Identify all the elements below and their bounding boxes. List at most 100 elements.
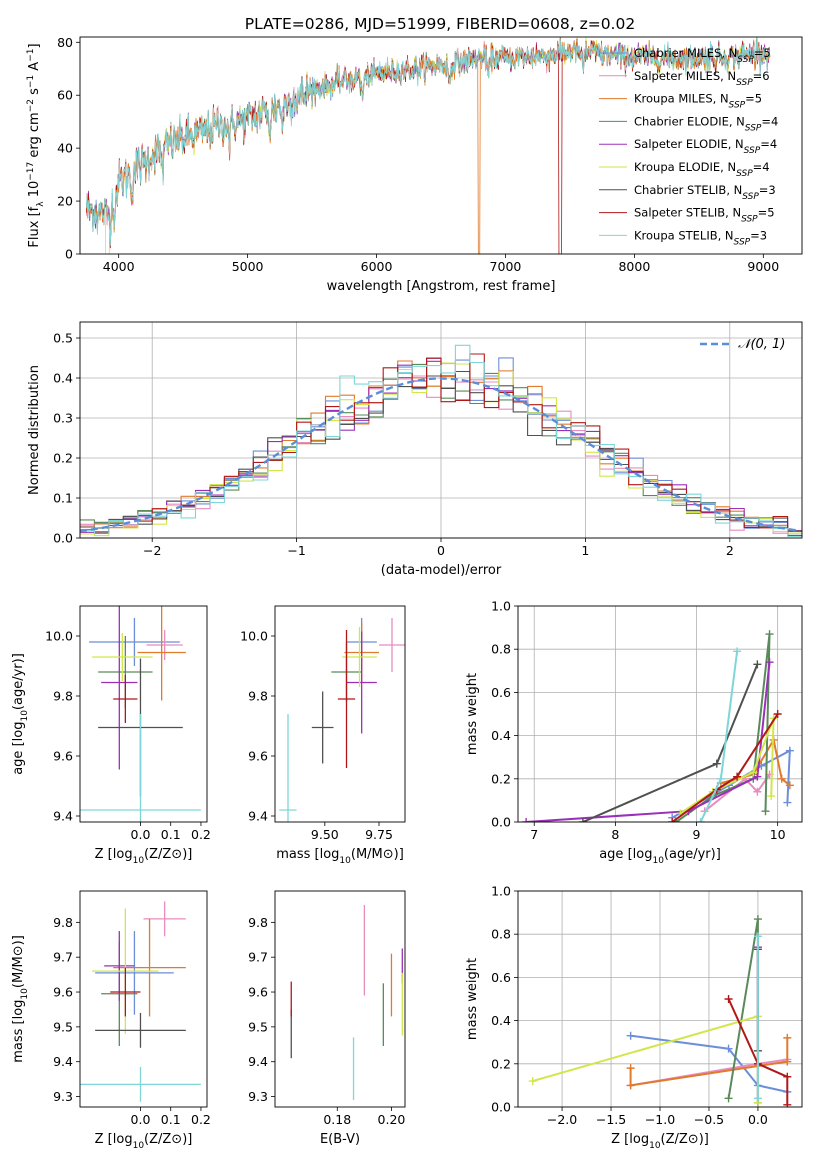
legend-label-salpeter-miles-part: =6: [753, 69, 770, 83]
legend-label-salpeter-stelib-part: Salpeter STELIB, N: [634, 206, 741, 220]
y-axis-label-part: λ: [36, 201, 46, 207]
weight-marker-chabrier-elodie: [765, 630, 774, 639]
legend-label-kroupa-stelib-part: Kroupa STELIB, N: [634, 228, 734, 242]
x-tick-label: 5000: [232, 259, 264, 274]
y-tick-label: 0: [65, 247, 73, 262]
y-tick-label: 80: [57, 35, 73, 50]
y-axis-label-part: log: [11, 1000, 26, 1020]
plot-area-z-age: [80, 606, 201, 822]
weight-marker-salpeter-stelib: [733, 772, 742, 781]
legend-label-chabrier-miles-part: =5: [754, 46, 771, 60]
x-tick-label: 6000: [361, 259, 393, 274]
y-axis-label-part: −1: [26, 75, 36, 88]
weight-marker-kroupa-stelib: [753, 1094, 762, 1103]
axes-z-age: 0.0 0.1 0.29.49.69.810.0Z [log10(Z/Z⊙)]age…: [11, 605, 211, 866]
y-axis-label-part: −2: [26, 99, 36, 112]
weight-marker-chabrier-miles: [783, 798, 792, 807]
y-tick-label: 0.6: [491, 970, 511, 985]
y-tick-label: 20: [57, 194, 73, 209]
x-axis-label: Z [log10(Z/Z⊙)]: [95, 1132, 193, 1151]
axes-spectrum: 4000 5000 6000 7000 8000 9000 0 20 40 60 80 wavelen…: [26, 35, 803, 294]
y-tick-label: 40: [57, 141, 73, 156]
y-axis-label-part: 10: [27, 181, 42, 202]
y-axis-label-part: mass weight: [465, 958, 480, 1040]
x-axis-label-part: wavelength [Angstrom, rest frame]: [327, 279, 556, 294]
x-axis-label-part: log: [113, 1132, 133, 1147]
x-axis-label-part: log: [320, 847, 340, 862]
y-tick-label: 10.0: [45, 629, 73, 644]
x-axis-label-part: (Z/Z⊙)]: [661, 1132, 709, 1147]
x-axis-label-part: E(B-V): [320, 1132, 360, 1147]
y-tick-label: 9.8: [248, 689, 268, 704]
legend-label-chabrier-elodie-part: =4: [761, 114, 778, 128]
y-axis-label-part: Normed distribution: [27, 365, 42, 495]
x-tick-label: 9000: [747, 259, 779, 274]
x-axis-label-part: (data-model)/error: [381, 563, 502, 578]
y-tick-label: 9.8: [53, 689, 73, 704]
legend-label-kroupa-elodie-part: Kroupa ELODIE, N: [634, 160, 736, 174]
x-tick-label: 7000: [490, 259, 522, 274]
y-axis-label-part: A: [27, 62, 42, 75]
legend-label-chabrier-stelib: Chabrier STELIB, NSSP=3: [634, 183, 776, 202]
panel-z-mass: 0.0 0.1 0.29.39.49.59.69.79.8Z [log10(Z/Z⊙…: [11, 890, 211, 1151]
legend-label-chabrier-stelib-part: Chabrier STELIB, N: [634, 183, 742, 197]
legend-label-chabrier-miles-part: SSP: [737, 55, 754, 65]
y-axis-label-part: ]: [27, 43, 42, 48]
y-axis-label-part: s: [27, 88, 42, 99]
axes-ebv-mass: 0.18 0.20 9.3 9.4 9.5 9.6 9.7 9.8 E(B-V): [248, 890, 406, 1147]
axes-frame: [79, 36, 803, 255]
panel-z-age: 0.0 0.1 0.29.49.69.810.0Z [log10(Z/Z⊙)]age…: [11, 605, 211, 866]
x-tick-label: 0.2: [191, 827, 211, 842]
x-tick-label: 0.1: [161, 827, 181, 842]
legend-label-chabrier-elodie: Chabrier ELODIE, NSSP=4: [634, 114, 778, 133]
weight-marker-kroupa-miles: [626, 1064, 635, 1073]
weight-marker-salpeter-elodie: [753, 772, 762, 781]
y-axis-label-part: −17: [26, 162, 36, 181]
y-axis-label-part: log: [11, 722, 26, 742]
x-tick-label: 8000: [618, 259, 650, 274]
plot-area-z-weight: [528, 915, 792, 1107]
x-axis-label: (data-model)/error: [381, 563, 502, 578]
y-axis-label-part: Flux [f: [27, 206, 42, 247]
legend-label-kroupa-miles-part: Kroupa MILES, N: [634, 92, 729, 106]
y-axis-label-part: (M/M⊙)]: [11, 935, 26, 988]
axes-z-weight: −2.0 −1.5 −1.0 −0.5 0.0 0.0 0.2 0.4 0.6 0.8 1.0 Z […: [465, 884, 803, 1151]
x-tick-label: 7: [530, 827, 538, 842]
plot-area-mass-age: [279, 618, 405, 822]
x-tick-label: 0: [437, 543, 445, 558]
weight-marker-kroupa-miles: [777, 774, 786, 783]
y-axis-label-part: erg cm: [27, 112, 42, 161]
x-tick-label: −2: [143, 543, 161, 558]
x-tick-label: 1: [581, 543, 589, 558]
y-tick-label: 0.2: [53, 451, 73, 466]
x-axis-label: Z [log10(Z/Z⊙)]: [95, 847, 193, 866]
legend-label-kroupa-miles-part: SSP: [729, 101, 746, 111]
panel-ebv-mass: 0.18 0.20 9.3 9.4 9.5 9.6 9.7 9.8 E(B-V): [248, 890, 406, 1147]
legend-label-chabrier-stelib-part: =3: [759, 183, 776, 197]
x-axis-label-part: log: [113, 847, 133, 862]
weight-marker-chabrier-stelib: [578, 818, 587, 822]
x-axis-label-part: age [: [599, 847, 632, 862]
weight-marker-kroupa-stelib: [733, 647, 742, 656]
y-axis-label: age [log10(age/yr)]: [11, 653, 30, 775]
y-tick-label: 9.4: [53, 1054, 73, 1069]
legend-label-salpeter-stelib: Salpeter STELIB, NSSP=5: [634, 206, 775, 225]
legend-label-chabrier-elodie-part: Chabrier ELODIE, N: [634, 114, 745, 128]
x-tick-label: −0.5: [694, 1112, 724, 1127]
y-axis-label: mass weight: [465, 673, 480, 755]
y-tick-label: 9.8: [248, 915, 268, 930]
weight-marker-salpeter-stelib: [773, 710, 782, 718]
x-axis-label: age [log10(age/yr)]: [599, 847, 721, 866]
legend-label-salpeter-miles: Salpeter MILES, NSSP=6: [634, 69, 770, 88]
y-axis-label-part: mass weight: [465, 673, 480, 755]
legend-label-chabrier-miles-part: Chabrier MILES, N: [634, 46, 737, 60]
weight-marker-chabrier-miles: [626, 1031, 635, 1040]
y-tick-label: 9.6: [53, 749, 73, 764]
plot-area-spectrum: [86, 37, 771, 254]
y-axis-label: mass weight: [465, 958, 480, 1040]
legend-label-kroupa-elodie-part: SSP: [736, 169, 753, 179]
x-tick-label: 9.50: [311, 827, 339, 842]
